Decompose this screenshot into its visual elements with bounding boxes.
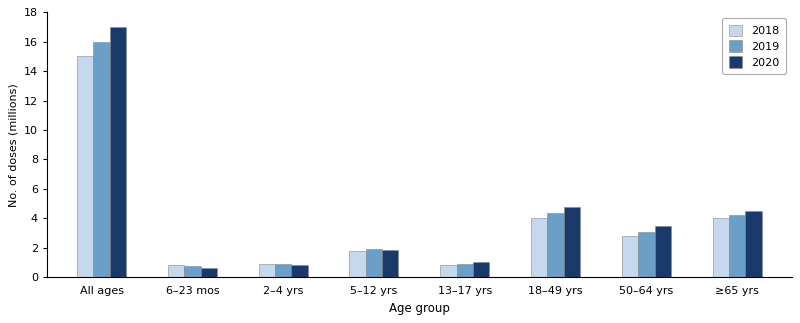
Y-axis label: No. of doses (millions): No. of doses (millions)	[8, 83, 18, 207]
Bar	[366, 249, 382, 277]
Bar	[531, 218, 547, 277]
Bar	[654, 225, 671, 277]
Bar	[746, 211, 762, 277]
Bar	[110, 27, 126, 277]
Bar	[184, 266, 201, 277]
Bar	[275, 264, 291, 277]
Bar	[622, 236, 638, 277]
Bar	[440, 265, 457, 277]
Bar	[291, 265, 308, 277]
Bar	[201, 268, 217, 277]
X-axis label: Age group: Age group	[389, 302, 450, 315]
Bar	[382, 250, 398, 277]
Bar	[350, 251, 366, 277]
Bar	[473, 262, 490, 277]
Bar	[258, 264, 275, 277]
Bar	[638, 232, 654, 277]
Bar	[168, 265, 184, 277]
Bar	[94, 42, 110, 277]
Bar	[547, 213, 564, 277]
Bar	[564, 207, 580, 277]
Legend: 2018, 2019, 2020: 2018, 2019, 2020	[722, 18, 786, 74]
Bar	[457, 264, 473, 277]
Bar	[77, 57, 94, 277]
Bar	[729, 214, 746, 277]
Bar	[713, 218, 729, 277]
